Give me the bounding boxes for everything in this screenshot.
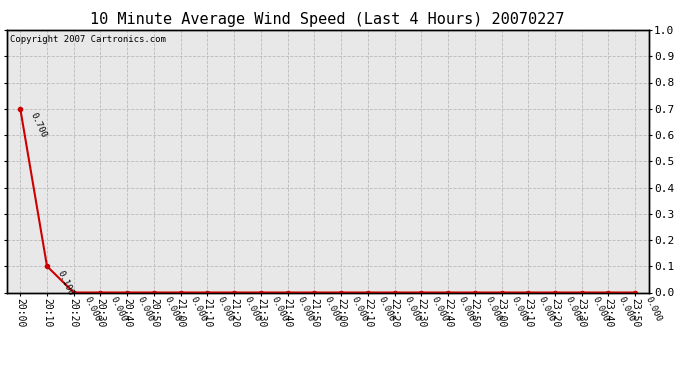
Text: 0.000: 0.000 <box>296 295 315 324</box>
Text: 0.000: 0.000 <box>563 295 583 324</box>
Text: 0.000: 0.000 <box>242 295 262 324</box>
Text: 0.000: 0.000 <box>135 295 155 324</box>
Text: 0.000: 0.000 <box>483 295 502 324</box>
Text: Copyright 2007 Cartronics.com: Copyright 2007 Cartronics.com <box>10 35 166 44</box>
Text: 0.000: 0.000 <box>349 295 369 324</box>
Text: 0.000: 0.000 <box>162 295 181 324</box>
Text: 0.000: 0.000 <box>430 295 449 324</box>
Text: 0.000: 0.000 <box>617 295 636 324</box>
Text: 0.000: 0.000 <box>403 295 422 324</box>
Text: 0.000: 0.000 <box>537 295 556 324</box>
Text: 0.000: 0.000 <box>189 295 208 324</box>
Text: 0.000: 0.000 <box>376 295 395 324</box>
Text: 0.000: 0.000 <box>510 295 529 324</box>
Text: 0.000: 0.000 <box>590 295 609 324</box>
Text: 0.000: 0.000 <box>109 295 128 324</box>
Text: 0.000: 0.000 <box>323 295 342 324</box>
Text: 0.000: 0.000 <box>216 295 235 324</box>
Text: 0.700: 0.700 <box>28 111 48 140</box>
Text: 0.000: 0.000 <box>269 295 288 324</box>
Text: 0.000: 0.000 <box>644 295 663 324</box>
Title: 10 Minute Average Wind Speed (Last 4 Hours) 20070227: 10 Minute Average Wind Speed (Last 4 Hou… <box>90 12 565 27</box>
Text: 0.000: 0.000 <box>456 295 476 324</box>
Text: 0.100: 0.100 <box>55 269 75 297</box>
Text: 0.000: 0.000 <box>82 295 101 324</box>
